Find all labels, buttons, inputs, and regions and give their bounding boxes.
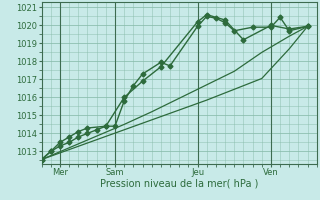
X-axis label: Pression niveau de la mer( hPa ): Pression niveau de la mer( hPa )	[100, 179, 258, 189]
